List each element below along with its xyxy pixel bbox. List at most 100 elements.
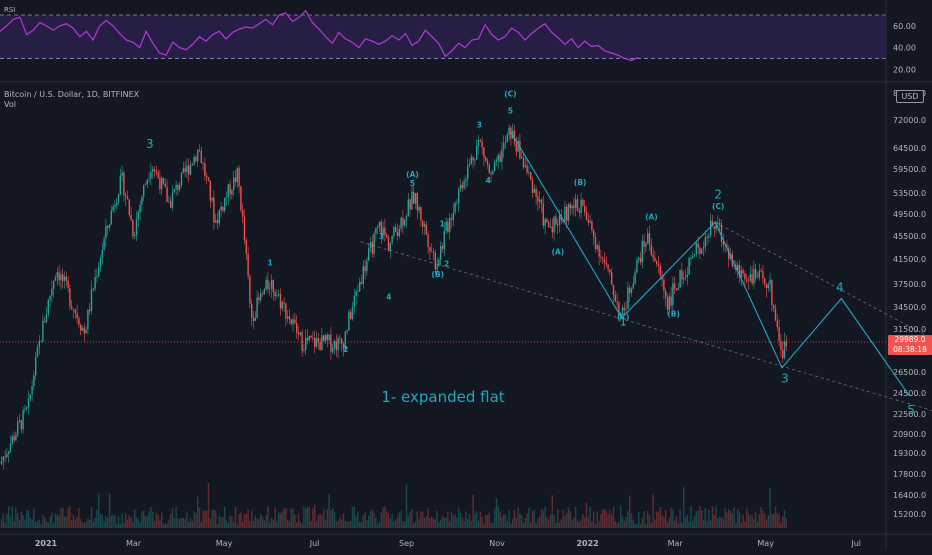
candle-body (155, 171, 157, 173)
volume-bar (634, 523, 636, 528)
volume-bar (767, 515, 769, 528)
candle-body (661, 275, 663, 280)
candle-body (332, 347, 334, 352)
volume-bar (476, 510, 478, 528)
candle-body (391, 236, 393, 243)
volume-bar (148, 511, 150, 528)
volume-bar (503, 514, 505, 528)
volume-bar (499, 511, 501, 528)
candle-body (26, 407, 28, 409)
volume-bar (585, 502, 588, 528)
volume-bar (9, 516, 12, 528)
candle-body (80, 324, 82, 331)
volume-bar (675, 516, 678, 528)
wave-label: 1 (440, 220, 445, 229)
candle-body (481, 141, 483, 148)
candle-body (738, 264, 741, 278)
volume-bar (434, 519, 436, 528)
candle-body (643, 240, 645, 247)
volume-bar (625, 517, 627, 528)
candle-body (288, 316, 291, 320)
volume-bar (728, 509, 730, 528)
candle-body (765, 283, 768, 289)
volume-bar (483, 523, 485, 528)
candle-body (301, 332, 303, 351)
candle-body (359, 282, 361, 292)
volume-bar (323, 509, 325, 528)
candle-body (117, 194, 120, 203)
volume-bar (546, 516, 548, 528)
candle-body (639, 257, 642, 263)
candle-body (335, 340, 337, 351)
candle-body (119, 175, 121, 195)
volume-bar (611, 514, 613, 528)
volume-bar (351, 507, 354, 528)
volume-bar (697, 511, 699, 528)
volume-bar (380, 512, 382, 528)
time-tick-label: Nov (489, 539, 505, 548)
candle-body (780, 340, 782, 350)
volume-bar (540, 508, 543, 528)
wave-label: 4 (386, 292, 391, 301)
volume-bar (368, 515, 370, 528)
volume-bar (603, 509, 606, 528)
candle-body (638, 257, 640, 260)
price-tick-label: 45500.0 (893, 232, 926, 241)
volume-bar (33, 508, 35, 528)
volume-bar (477, 520, 480, 528)
volume-bar (134, 509, 136, 528)
volume-bar (447, 511, 449, 528)
volume-bar (229, 516, 231, 528)
candle-body (744, 273, 746, 280)
candle-body (162, 178, 165, 184)
candle-body (350, 312, 352, 320)
candle-body (398, 228, 400, 236)
candle-body (386, 234, 388, 238)
volume-bar (263, 520, 265, 528)
volume-bar (312, 508, 314, 528)
candle-body (666, 297, 669, 310)
volume-bar (562, 509, 564, 528)
candle-body (8, 451, 10, 454)
volume-bar (260, 514, 262, 528)
volume-bar (231, 516, 233, 528)
volume-bar (288, 521, 291, 528)
volume-bar (474, 513, 476, 528)
candle-body (774, 308, 777, 321)
candle-body (121, 172, 123, 176)
last-price-countdown: 08:38:18 (893, 345, 927, 354)
candle-body (573, 205, 575, 208)
volume-bar (751, 514, 753, 528)
volume-bar (261, 517, 264, 528)
candle-body (688, 258, 690, 275)
volume-bar (6, 513, 8, 528)
candle-body (764, 278, 766, 284)
candle-body (171, 192, 174, 208)
candle-body (251, 303, 253, 318)
currency-button[interactable]: USD (896, 90, 924, 103)
volume-bar (735, 523, 737, 528)
candle-body (783, 341, 786, 359)
volume-bar (659, 506, 661, 528)
candle-body (463, 181, 465, 188)
price-tick-label: 37500.0 (893, 280, 926, 289)
candle-body (476, 145, 478, 160)
candle-body (405, 216, 408, 220)
time-tick-label: Mar (126, 539, 142, 548)
volume-bar (15, 507, 17, 528)
candle-body (148, 178, 150, 180)
volume-bar (62, 507, 64, 528)
candle-body (582, 199, 584, 206)
volume-bar (773, 513, 775, 528)
candle-body (323, 335, 325, 342)
candle-body (510, 127, 512, 139)
candle-body (584, 205, 586, 213)
volume-bar (515, 517, 517, 528)
candle-body (596, 245, 598, 250)
candle-body (377, 226, 379, 229)
candle-body (645, 243, 647, 247)
candle-body (245, 240, 247, 255)
volume-bar (607, 514, 609, 528)
